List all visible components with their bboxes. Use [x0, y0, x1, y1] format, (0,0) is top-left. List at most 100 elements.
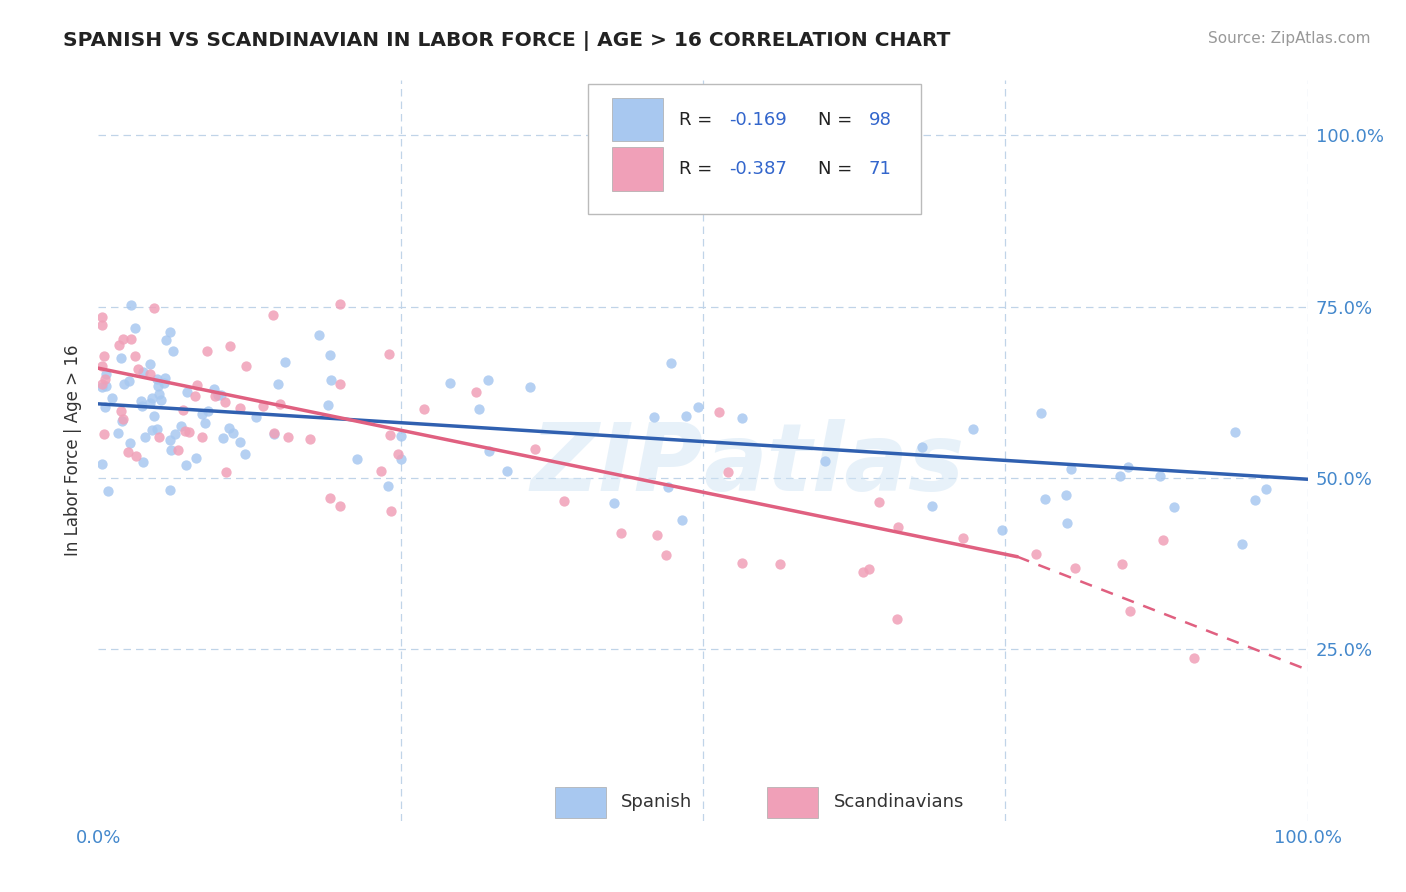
Point	[197, 404, 219, 418]
FancyBboxPatch shape	[768, 787, 818, 818]
FancyBboxPatch shape	[613, 147, 664, 191]
Point	[496, 464, 519, 478]
Point	[1119, 604, 1142, 618]
Point	[132, 365, 155, 379]
Y-axis label: In Labor Force | Age > 16: In Labor Force | Age > 16	[65, 344, 83, 557]
Point	[524, 442, 547, 457]
Point	[139, 357, 162, 371]
Point	[159, 325, 181, 339]
Point	[132, 455, 155, 469]
Point	[94, 400, 117, 414]
Point	[1025, 547, 1047, 561]
Point	[211, 431, 233, 445]
Point	[91, 457, 114, 471]
Point	[886, 520, 908, 534]
Point	[671, 513, 693, 527]
Point	[229, 401, 252, 415]
Point	[1116, 460, 1139, 475]
Point	[308, 327, 330, 342]
Point	[120, 298, 142, 312]
Point	[159, 443, 181, 458]
Point	[252, 400, 274, 414]
Point	[1029, 406, 1052, 420]
Point	[262, 308, 284, 322]
Point	[477, 372, 499, 386]
Point	[852, 565, 875, 579]
Point	[911, 440, 934, 454]
Point	[131, 399, 153, 413]
Point	[467, 402, 489, 417]
Point	[245, 410, 267, 425]
Point	[319, 491, 342, 505]
Point	[329, 499, 352, 513]
Point	[1254, 482, 1277, 496]
Text: -0.169: -0.169	[730, 111, 787, 128]
Point	[709, 405, 731, 419]
Point	[120, 332, 142, 346]
Point	[152, 376, 174, 390]
Point	[124, 349, 146, 363]
Point	[150, 392, 173, 407]
Point	[657, 480, 679, 494]
Point	[1060, 461, 1083, 475]
Text: R =: R =	[679, 161, 718, 178]
Point	[184, 450, 207, 465]
Point	[195, 344, 218, 359]
Point	[97, 484, 120, 499]
Point	[143, 409, 166, 423]
Point	[112, 376, 135, 391]
Text: N =: N =	[818, 161, 858, 178]
Point	[176, 384, 198, 399]
Point	[267, 376, 290, 391]
Point	[129, 393, 152, 408]
Point	[141, 391, 163, 405]
Point	[202, 382, 225, 396]
Point	[194, 417, 217, 431]
Point	[1111, 557, 1133, 571]
Point	[377, 479, 399, 493]
Point	[921, 499, 943, 513]
Point	[769, 557, 792, 571]
Point	[370, 464, 392, 478]
Point	[219, 339, 242, 353]
Point	[235, 359, 257, 374]
Point	[94, 379, 117, 393]
Point	[204, 389, 226, 403]
Point	[731, 557, 754, 571]
Point	[1063, 560, 1085, 574]
Point	[145, 372, 167, 386]
Point	[603, 496, 626, 510]
FancyBboxPatch shape	[588, 84, 921, 213]
Point	[148, 430, 170, 444]
Point	[110, 351, 132, 366]
Point	[110, 404, 132, 418]
Point	[174, 424, 197, 438]
Point	[274, 355, 297, 369]
Point	[167, 443, 190, 458]
Point	[91, 380, 114, 394]
Point	[101, 391, 124, 405]
Point	[111, 413, 134, 427]
Point	[107, 425, 129, 440]
Point	[675, 409, 697, 423]
Point	[184, 389, 207, 403]
Point	[269, 397, 291, 411]
Point	[717, 465, 740, 479]
Point	[134, 430, 156, 444]
Point	[146, 378, 169, 392]
Point	[1163, 500, 1185, 515]
Point	[214, 395, 236, 409]
Text: N =: N =	[818, 111, 858, 128]
Text: 98: 98	[869, 111, 891, 128]
Text: Spanish: Spanish	[621, 793, 692, 811]
Point	[868, 494, 890, 508]
Point	[1033, 491, 1056, 506]
Point	[645, 527, 668, 541]
Text: R =: R =	[679, 111, 718, 128]
Point	[688, 401, 710, 415]
Point	[439, 376, 461, 390]
Point	[1225, 425, 1247, 440]
Point	[1232, 536, 1254, 550]
FancyBboxPatch shape	[555, 787, 606, 818]
Point	[162, 343, 184, 358]
